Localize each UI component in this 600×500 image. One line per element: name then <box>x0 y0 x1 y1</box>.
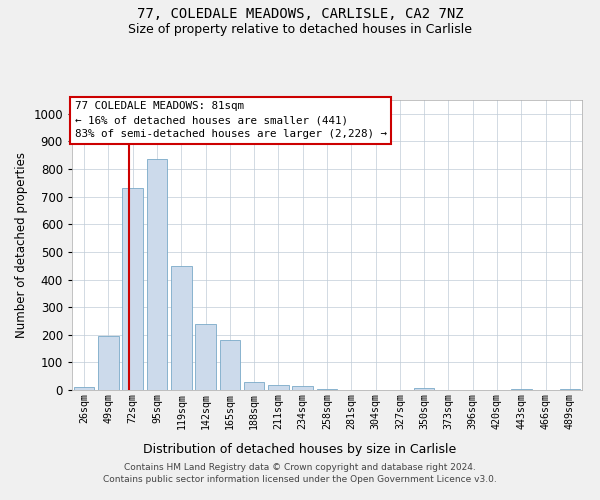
Y-axis label: Number of detached properties: Number of detached properties <box>15 152 28 338</box>
Bar <box>244 382 265 390</box>
Bar <box>511 388 532 390</box>
Bar <box>292 386 313 390</box>
Text: Distribution of detached houses by size in Carlisle: Distribution of detached houses by size … <box>143 442 457 456</box>
Bar <box>560 388 580 390</box>
Bar <box>122 188 143 390</box>
Text: Contains public sector information licensed under the Open Government Licence v3: Contains public sector information licen… <box>103 475 497 484</box>
Bar <box>98 336 119 390</box>
Bar <box>220 340 240 390</box>
Text: 77 COLEDALE MEADOWS: 81sqm
← 16% of detached houses are smaller (441)
83% of sem: 77 COLEDALE MEADOWS: 81sqm ← 16% of deta… <box>74 102 386 140</box>
Text: Size of property relative to detached houses in Carlisle: Size of property relative to detached ho… <box>128 22 472 36</box>
Bar <box>74 386 94 390</box>
Bar <box>171 266 191 390</box>
Text: 77, COLEDALE MEADOWS, CARLISLE, CA2 7NZ: 77, COLEDALE MEADOWS, CARLISLE, CA2 7NZ <box>137 8 463 22</box>
Bar <box>146 160 167 390</box>
Bar <box>268 386 289 390</box>
Text: Contains HM Land Registry data © Crown copyright and database right 2024.: Contains HM Land Registry data © Crown c… <box>124 464 476 472</box>
Bar <box>414 388 434 390</box>
Bar <box>195 324 216 390</box>
Bar <box>317 388 337 390</box>
